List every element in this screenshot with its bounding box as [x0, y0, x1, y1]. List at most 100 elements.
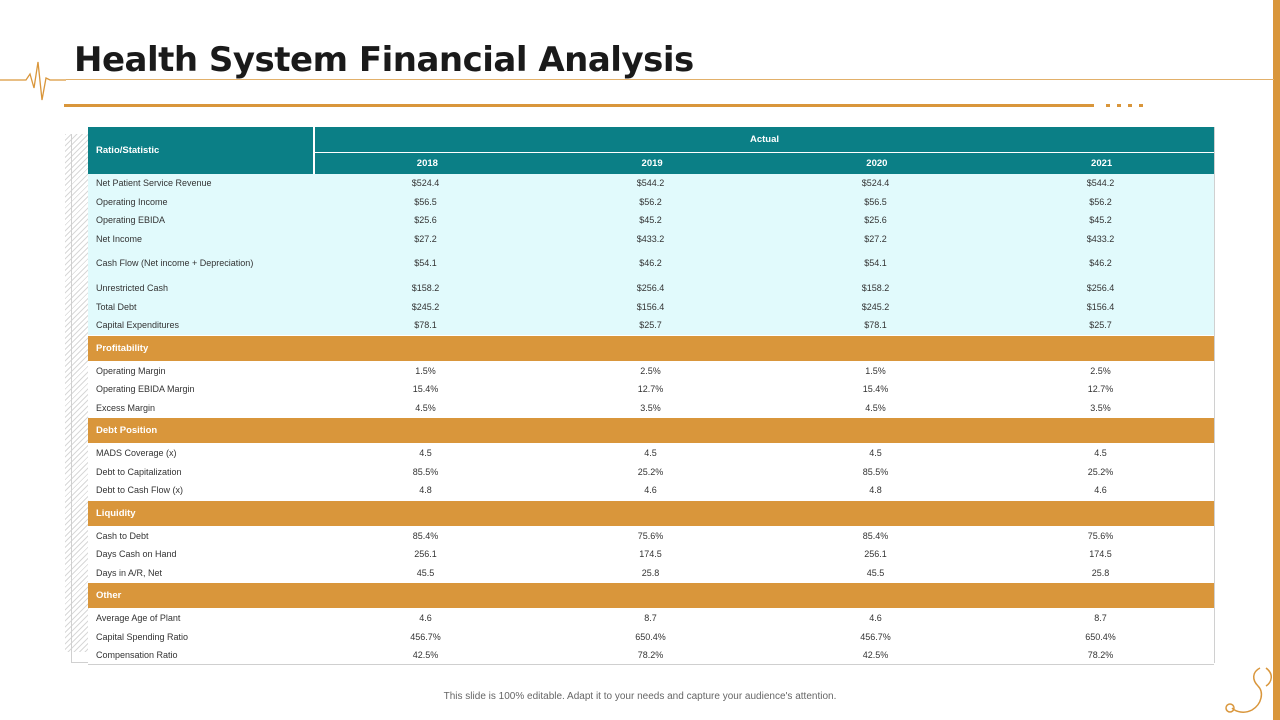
hatch-pattern	[65, 134, 89, 652]
value-cell: $45.2	[1089, 215, 1112, 225]
table-row: Operating EBIDA $25.6 $45.2 $25.6 $45.2	[88, 211, 1214, 230]
value-cell: $27.2	[414, 233, 437, 244]
row-label: Average Age of Plant	[96, 613, 181, 623]
row-label: Operating EBIDA	[96, 215, 166, 225]
value-cell: $256.4	[636, 283, 665, 293]
value-cell: $78.1	[414, 320, 437, 330]
value-cell: 174.5	[1089, 549, 1112, 559]
value-cell: $46.2	[639, 258, 662, 268]
value-cell: $78.1	[864, 320, 887, 330]
value-cell: 4.6	[1094, 485, 1107, 495]
value-cell: 256.1	[414, 549, 437, 559]
value-cell: $25.7	[1089, 320, 1112, 330]
page-title: Health System Financial Analysis	[74, 40, 694, 80]
value-cell: $156.4	[636, 301, 665, 312]
value-cell: 8.7	[1094, 613, 1107, 623]
value-cell: $56.5	[414, 196, 437, 207]
title-underline	[64, 104, 1094, 107]
value-cell: 12.7%	[1087, 384, 1114, 394]
table-row: Net Patient Service Revenue $524.4 $544.2 $…	[88, 174, 1214, 193]
value-cell: 4.5	[869, 448, 882, 458]
row-label: Total Debt	[96, 301, 137, 312]
table-row: Capital Expenditures $78.1 $25.7 $78.1 $25.7	[88, 316, 1214, 335]
row-label: Cash to Debt	[96, 530, 149, 541]
row-label: Cash Flow (Net income + Depreciation)	[96, 258, 254, 268]
row-label: Operating Margin	[96, 365, 166, 376]
value-cell: 15.4%	[862, 384, 889, 394]
year-header: 2018	[416, 158, 438, 169]
value-cell: $27.2	[864, 233, 887, 244]
table-row: Debt to Cash Flow (x) 4.8 4.6 4.8 4.6	[88, 481, 1214, 500]
value-cell: 45.5	[866, 567, 885, 578]
value-cell: $256.4	[1086, 283, 1115, 293]
section-header: Debt Position	[88, 418, 1214, 443]
section-header: Other	[88, 583, 1214, 608]
value-cell: 456.7%	[860, 631, 891, 642]
table-row: Days in A/R, Net 45.5 25.8 45.5 25.8	[88, 563, 1214, 582]
table-row: Operating Margin 1.5% 2.5% 1.5% 2.5%	[88, 361, 1214, 380]
value-cell: 85.5%	[862, 466, 889, 477]
value-cell: 256.1	[864, 549, 887, 559]
value-cell: 2.5%	[640, 365, 661, 376]
section-header: Liquidity	[88, 500, 1214, 526]
value-cell: 4.6	[419, 613, 432, 623]
value-cell: 4.5	[1094, 448, 1107, 458]
table-row: Cash Flow (Net income + Depreciation) $54…	[88, 248, 1214, 279]
row-label: Compensation Ratio	[96, 650, 178, 660]
year-header-row: 2018 2019 2020 2021	[315, 153, 1214, 174]
table-row: Average Age of Plant 4.6 8.7 4.6 8.7	[88, 609, 1214, 628]
value-cell: 75.6%	[1087, 530, 1114, 541]
value-cell: 3.5%	[1090, 402, 1111, 413]
value-cell: 456.7%	[410, 631, 441, 642]
value-cell: $544.2	[636, 178, 665, 188]
value-cell: $56.5	[864, 196, 887, 207]
value-cell: 75.6%	[637, 530, 664, 541]
value-cell: $54.1	[414, 258, 437, 268]
table-row: Operating EBIDA Margin 15.4% 12.7% 15.4% 12.…	[88, 380, 1214, 399]
value-cell: $56.2	[639, 196, 662, 207]
value-cell: 25.8	[1091, 567, 1110, 578]
value-cell: 85.4%	[412, 530, 439, 541]
row-label: Days Cash on Hand	[96, 549, 177, 559]
value-cell: 15.4%	[412, 384, 439, 394]
value-cell: 3.5%	[640, 402, 661, 413]
value-cell: 12.7%	[637, 384, 664, 394]
table-row: Net Income $27.2 $433.2 $27.2 $433.2	[88, 229, 1214, 248]
value-cell: 2.5%	[1090, 365, 1111, 376]
table-row: Capital Spending Ratio 456.7% 650.4% 456.7%…	[88, 627, 1214, 646]
table-row: Operating Income $56.5 $56.2 $56.5 $56.2	[88, 192, 1214, 211]
row-label: Unrestricted Cash	[96, 283, 169, 293]
row-label: Excess Margin	[96, 402, 156, 413]
table-row: Compensation Ratio 42.5% 78.2% 42.5% 78.2%	[88, 646, 1214, 665]
title-dots	[1106, 104, 1143, 107]
table-row: Debt to Capitalization 85.5% 25.2% 85.5% 25.…	[88, 462, 1214, 481]
value-cell: 42.5%	[412, 650, 439, 660]
value-cell: 25.2%	[637, 466, 664, 477]
value-cell: $433.2	[1086, 233, 1115, 244]
value-cell: $544.2	[1086, 178, 1115, 188]
value-cell: 85.5%	[412, 466, 439, 477]
value-cell: $54.1	[864, 258, 887, 268]
frame-left-line	[71, 134, 72, 663]
value-cell: $524.4	[411, 178, 440, 188]
value-cell: 4.5%	[865, 402, 886, 413]
row-label: Net Income	[96, 233, 143, 244]
table-row: Unrestricted Cash $158.2 $256.4 $158.2 $256.…	[88, 279, 1214, 298]
value-cell: $25.6	[864, 215, 887, 225]
table-header: Ratio/Statistic Actual 2018 2019 2020 20…	[88, 127, 1214, 174]
value-cell: $45.2	[639, 215, 662, 225]
footer-note: This slide is 100% editable. Adapt it to…	[443, 691, 837, 702]
stethoscope-icon	[1225, 667, 1272, 713]
row-header-cell: Ratio/Statistic	[88, 127, 313, 174]
row-label: Operating EBIDA Margin	[96, 384, 195, 394]
value-cell: 25.2%	[1087, 466, 1114, 477]
value-cell: 174.5	[639, 549, 662, 559]
value-cell: $524.4	[861, 178, 890, 188]
value-cell: 42.5%	[862, 650, 889, 660]
value-cell: $56.2	[1089, 196, 1112, 207]
row-label: Debt to Capitalization	[96, 466, 182, 477]
row-label: Capital Spending Ratio	[96, 631, 189, 642]
table-row: Excess Margin 4.5% 3.5% 4.5% 3.5%	[88, 398, 1214, 417]
right-accent-bar	[1273, 0, 1280, 720]
table-row: Days Cash on Hand 256.1 174.5 256.1 174.5	[88, 545, 1214, 564]
